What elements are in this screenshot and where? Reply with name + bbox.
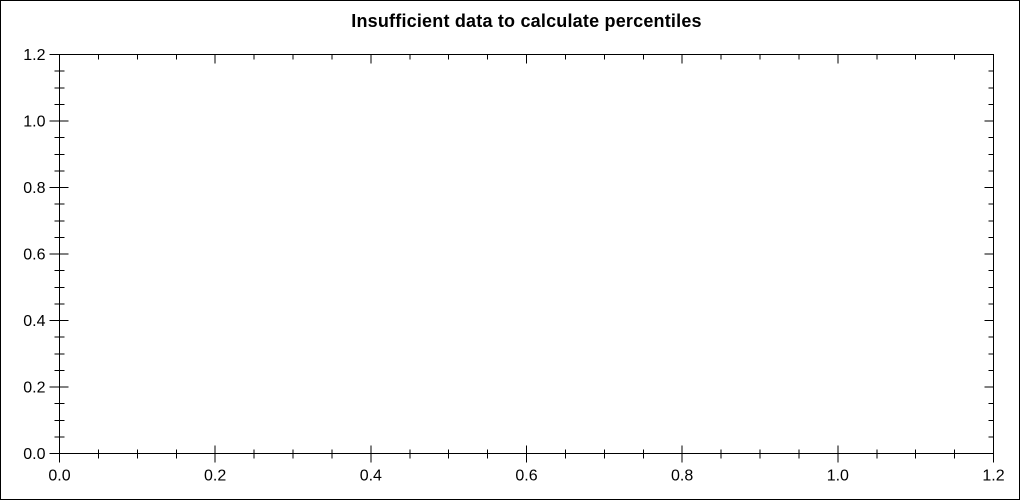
y-tick-label: 0.6 (23, 247, 45, 264)
y-tick-label: 0.4 (23, 313, 45, 330)
y-tick-label: 1.2 (23, 47, 45, 64)
x-tick-label: 0.4 (360, 468, 382, 485)
y-tick-label: 0.0 (23, 446, 45, 463)
x-tick-label: 0.0 (48, 468, 70, 485)
x-tick-label: 0.6 (515, 468, 537, 485)
axis-frame (59, 54, 994, 454)
y-tick-label: 1.0 (23, 114, 45, 131)
x-tick-label: 0.8 (671, 468, 693, 485)
chart-title: Insufficient data to calculate percentil… (351, 11, 702, 31)
y-tick-label: 0.8 (23, 180, 45, 197)
y-tick-label: 0.2 (23, 380, 45, 397)
x-tick-label: 0.2 (204, 468, 226, 485)
x-tick-label: 1.0 (827, 468, 849, 485)
x-tick-label: 1.2 (982, 468, 1004, 485)
